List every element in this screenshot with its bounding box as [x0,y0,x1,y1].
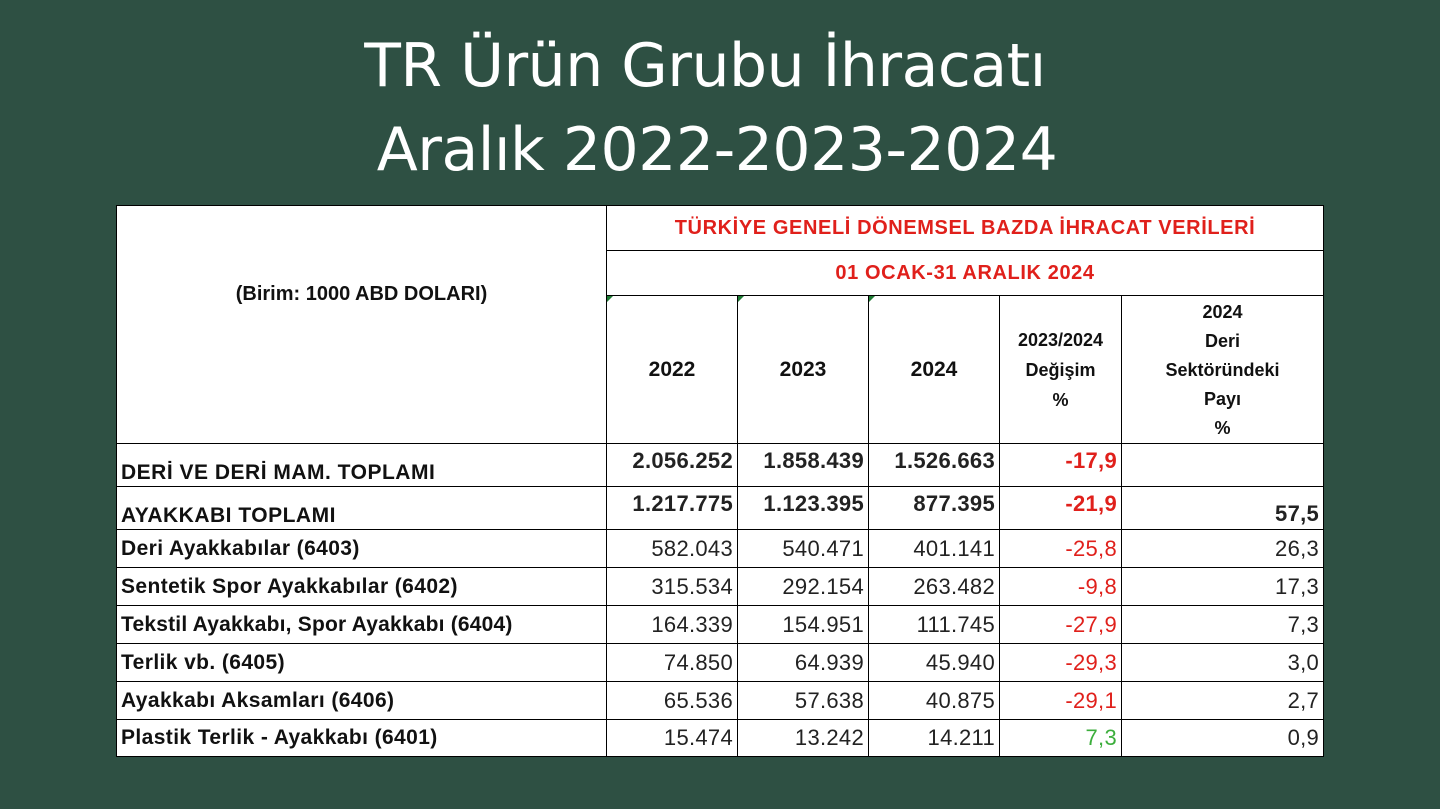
row-label: Terlik vb. (6405) [116,643,607,682]
row-label: Plastik Terlik - Ayakkabı (6401) [116,719,607,757]
change-value: -29,1 [999,681,1122,720]
col-header-2022: 2022 [606,295,738,444]
change-value: -29,3 [999,643,1122,682]
table-row: AYAKKABI TOPLAMI 1.217.775 1.123.395 877… [116,486,1325,530]
share-value: 7,3 [1120,605,1325,644]
share-value: 57,5 [1120,486,1325,530]
table-header-period: 01 OCAK-31 ARALIK 2024 [605,250,1325,296]
change-value: -27,9 [999,605,1122,644]
share-value [1120,443,1325,487]
value-2022: 2.056.252 [606,443,738,487]
row-label: Tekstil Ayakkabı, Spor Ayakkabı (6404) [116,605,607,644]
unit-label: (Birim: 1000 ABD DOLARI) [116,205,607,444]
value-2023: 57.638 [737,681,869,720]
value-2024: 111.745 [868,605,1000,644]
value-2024: 14.211 [868,719,1000,757]
value-2024: 45.940 [868,643,1000,682]
table-row: DERİ VE DERİ MAM. TOPLAMI 2.056.252 1.85… [116,443,1325,487]
value-2022: 74.850 [606,643,738,682]
row-label: Sentetik Spor Ayakkabılar (6402) [116,567,607,606]
share-value: 2,7 [1120,681,1325,720]
value-2023: 1.123.395 [737,486,869,530]
value-2022: 15.474 [606,719,738,757]
value-2022: 315.534 [606,567,738,606]
table-header-main: TÜRKİYE GENELİ DÖNEMSEL BAZDA İHRACAT VE… [605,205,1325,251]
value-2022: 164.339 [606,605,738,644]
change-value: -25,8 [999,529,1122,568]
table-row: Sentetik Spor Ayakkabılar (6402) 315.534… [116,567,1325,606]
value-2024: 401.141 [868,529,1000,568]
table-row: Terlik vb. (6405) 74.850 64.939 45.940 -… [116,643,1325,682]
col-header-2024: 2024 [868,295,1000,444]
export-table: (Birim: 1000 ABD DOLARI) TÜRKİYE GENELİ … [116,205,1325,757]
change-value: -9,8 [999,567,1122,606]
share-value: 0,9 [1120,719,1325,757]
row-label: Deri Ayakkabılar (6403) [116,529,607,568]
table-row: Deri Ayakkabılar (6403) 582.043 540.471 … [116,529,1325,568]
value-2022: 582.043 [606,529,738,568]
page-subtitle: Aralık 2022-2023-2024 [376,115,1058,185]
change-value: -21,9 [999,486,1122,530]
share-value: 3,0 [1120,643,1325,682]
value-2023: 13.242 [737,719,869,757]
value-2023: 540.471 [737,529,869,568]
export-table-container: (Birim: 1000 ABD DOLARI) TÜRKİYE GENELİ … [116,205,1325,757]
col-header-share: 2024 Deri Sektöründeki Payı % [1120,295,1325,444]
page-title: TR Ürün Grubu İhracatı [364,31,1046,101]
value-2023: 154.951 [737,605,869,644]
col-header-2023: 2023 [737,295,869,444]
value-2024: 1.526.663 [868,443,1000,487]
change-value: 7,3 [999,719,1122,757]
value-2023: 64.939 [737,643,869,682]
table-row: Tekstil Ayakkabı, Spor Ayakkabı (6404) 1… [116,605,1325,644]
table-row: Plastik Terlik - Ayakkabı (6401) 15.474 … [116,719,1325,757]
value-2023: 1.858.439 [737,443,869,487]
row-label: AYAKKABI TOPLAMI [116,486,607,530]
row-label: DERİ VE DERİ MAM. TOPLAMI [116,443,607,487]
value-2024: 877.395 [868,486,1000,530]
change-value: -17,9 [999,443,1122,487]
value-2022: 65.536 [606,681,738,720]
value-2024: 40.875 [868,681,1000,720]
col-header-change: 2023/2024 Değişim % [999,295,1122,444]
row-label: Ayakkabı Aksamları (6406) [116,681,607,720]
value-2023: 292.154 [737,567,869,606]
table-row: Ayakkabı Aksamları (6406) 65.536 57.638 … [116,681,1325,720]
share-value: 26,3 [1120,529,1325,568]
share-value: 17,3 [1120,567,1325,606]
value-2024: 263.482 [868,567,1000,606]
value-2022: 1.217.775 [606,486,738,530]
